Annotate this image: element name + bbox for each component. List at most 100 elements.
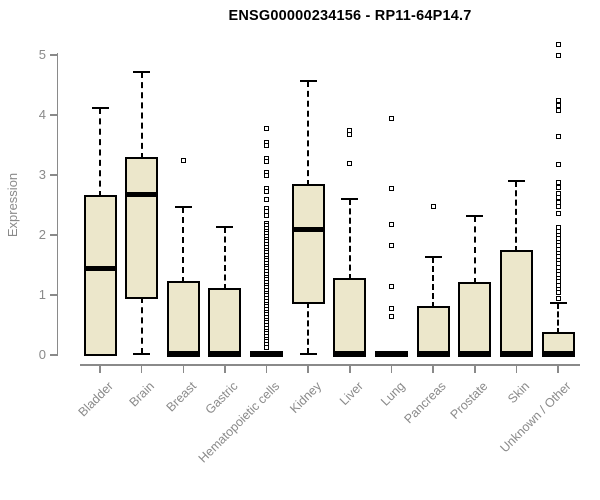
x-category-label: Prostate	[447, 379, 491, 422]
whisker-cap-upper	[299, 79, 317, 82]
outlier-point	[388, 284, 394, 290]
outlier-point	[430, 203, 436, 209]
x-category-label: Bladder	[75, 379, 116, 420]
y-tick	[50, 174, 57, 176]
y-tick-label: 2	[38, 227, 46, 242]
outlier-point	[555, 52, 561, 58]
median-line	[375, 351, 407, 357]
x-category-label: Breast	[163, 379, 200, 415]
median-line	[542, 351, 574, 357]
median-line	[292, 226, 324, 232]
median-line	[417, 351, 449, 357]
whisker-cap-upper	[133, 70, 151, 73]
median-line	[209, 351, 241, 357]
outlier-point	[264, 172, 270, 178]
outlier-point	[555, 133, 561, 139]
median-line	[84, 266, 116, 272]
outlier-point	[347, 132, 353, 138]
box	[208, 288, 242, 357]
whisker-upper	[432, 256, 435, 309]
outlier-point	[555, 289, 561, 295]
outlier-point	[555, 295, 561, 301]
median-line	[251, 351, 283, 357]
outlier-point	[555, 184, 561, 190]
whisker-upper	[473, 215, 476, 284]
whisker-upper	[515, 181, 518, 253]
outlier-point	[388, 185, 394, 191]
outlier-point	[347, 127, 353, 133]
y-tick	[50, 114, 57, 116]
x-tick	[474, 365, 476, 373]
whisker-cap-upper	[341, 198, 359, 200]
x-tick	[182, 365, 185, 373]
outlier-point	[180, 157, 186, 163]
whisker-upper	[99, 107, 101, 198]
median-line	[334, 351, 366, 357]
whisker-upper	[348, 199, 351, 280]
x-category-label: Hematopoietic cells	[195, 379, 283, 466]
outlier-point	[264, 196, 270, 202]
whisker-cap-lower	[299, 353, 317, 356]
outlier-point	[555, 190, 561, 196]
outlier-point	[555, 41, 561, 47]
outlier-point	[388, 242, 394, 248]
y-tick-label: 4	[38, 107, 46, 122]
x-category-label: Skin	[505, 379, 533, 407]
outlier-point	[555, 107, 561, 113]
x-tick	[99, 365, 101, 373]
box	[125, 156, 159, 299]
median-line	[126, 192, 158, 198]
outlier-point	[264, 142, 270, 148]
x-category-label: Lung	[377, 379, 408, 409]
x-tick	[432, 365, 434, 373]
y-tick	[50, 54, 57, 56]
y-tick	[50, 294, 57, 296]
outlier-point	[555, 179, 561, 185]
box	[416, 306, 450, 357]
whisker-upper	[557, 303, 560, 334]
whisker-cap-upper	[424, 255, 442, 258]
outlier-point	[555, 162, 561, 168]
outlier-point	[264, 125, 270, 131]
x-category-label: Brain	[127, 379, 158, 410]
whisker-cap-upper	[549, 302, 567, 305]
y-tick-label: 5	[38, 47, 46, 62]
x-tick	[307, 365, 309, 373]
y-tick-label: 3	[38, 167, 46, 182]
x-axis-line	[80, 364, 580, 366]
chart-title: ENSG00000234156 - RP11-64P14.7	[228, 8, 472, 24]
median-line	[167, 351, 199, 357]
box	[83, 195, 117, 356]
outlier-point	[264, 344, 270, 350]
x-category-label: Gastric	[202, 379, 241, 417]
x-category-label: Kidney	[287, 379, 325, 416]
outlier-point	[555, 97, 561, 103]
whisker-lower	[140, 296, 143, 354]
x-tick	[265, 365, 268, 373]
y-tick	[50, 354, 57, 356]
x-tick	[557, 365, 559, 373]
outlier-point	[555, 102, 561, 108]
x-tick	[515, 365, 518, 373]
whisker-cap-lower	[133, 352, 151, 355]
x-category-label: Pancreas	[401, 379, 450, 427]
x-tick	[224, 365, 226, 373]
box	[458, 281, 492, 357]
y-tick-label: 0	[38, 347, 46, 362]
outlier-point	[555, 210, 561, 216]
whisker-cap-upper	[216, 226, 234, 229]
outlier-point	[555, 203, 561, 209]
whisker-cap-upper	[174, 206, 192, 209]
x-tick	[349, 365, 351, 373]
x-category-label: Liver	[336, 379, 366, 409]
whisker-upper	[140, 71, 143, 159]
y-tick	[50, 234, 57, 236]
outlier-point	[388, 305, 394, 311]
box	[166, 281, 200, 357]
whisker-upper	[182, 207, 185, 283]
x-tick	[390, 365, 393, 373]
whisker-cap-upper	[507, 180, 525, 182]
whisker-lower	[307, 302, 310, 355]
